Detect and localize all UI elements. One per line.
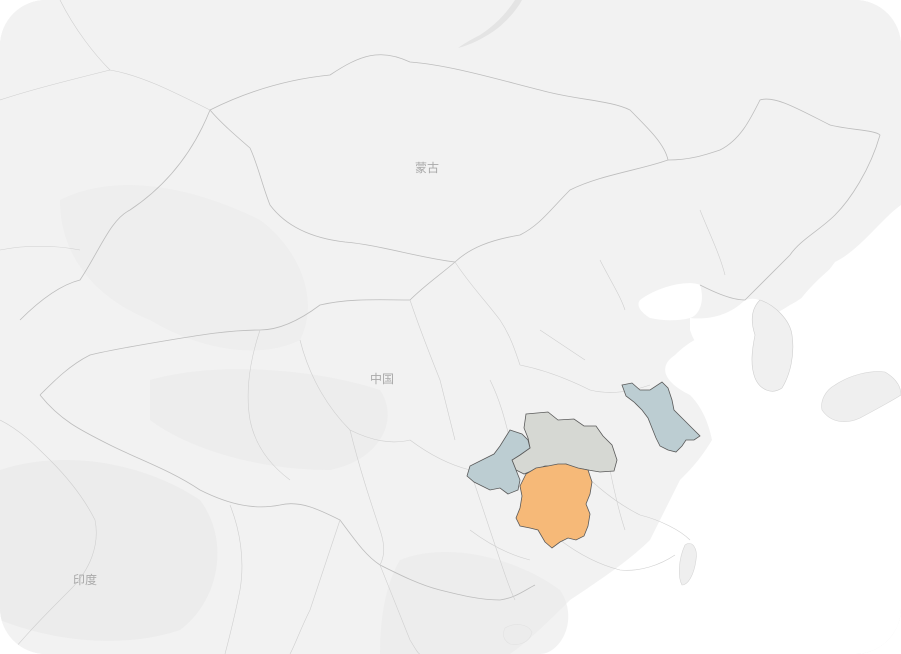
- terrain-shade-4: [380, 551, 569, 654]
- laos-border: [289, 519, 341, 654]
- sea-of-japan: [798, 230, 901, 382]
- mongolia-border: [209, 54, 669, 263]
- lake-baikal: [458, 0, 522, 48]
- russia-west-border: [59, 0, 111, 71]
- india-west-border: [0, 419, 97, 654]
- central-asia-border: [0, 245, 81, 251]
- yellow-sea-north: [690, 298, 767, 356]
- region-chongqing[interactable]: [466, 429, 531, 495]
- bohai-sea: [638, 283, 702, 321]
- label-mongolia: 蒙古: [415, 160, 439, 175]
- terrain-shade-2: [150, 369, 388, 470]
- korea: [751, 299, 794, 392]
- label-china: 中国: [370, 371, 394, 386]
- terrain-shade-3: [0, 460, 218, 641]
- myanmar-border: [224, 504, 243, 654]
- region-hunan[interactable]: [515, 463, 593, 549]
- taiwan: [679, 543, 697, 586]
- terrain-shade-1: [60, 185, 308, 351]
- japan: [821, 371, 901, 423]
- vietnam-border: [379, 564, 421, 654]
- region-jiangsu[interactable]: [621, 381, 701, 453]
- province-borders: [247, 209, 726, 601]
- label-india: 印度: [73, 572, 97, 587]
- south-border: [39, 394, 536, 601]
